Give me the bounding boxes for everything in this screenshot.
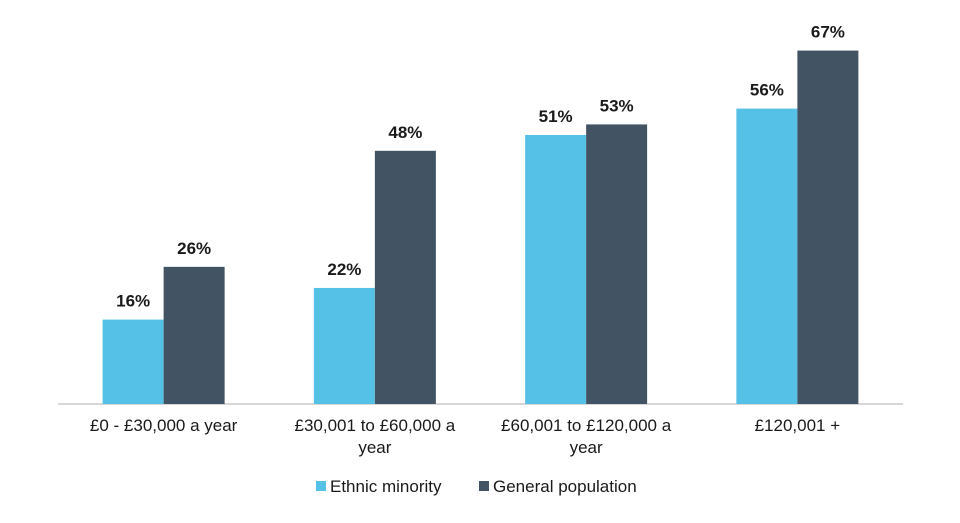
x-tick-label-line: £0 - £30,000 a year (90, 416, 238, 435)
legend: Ethnic minority General population (316, 477, 637, 496)
x-tick-label-line: year (570, 438, 603, 457)
x-tick-label-0: £0 - £30,000 a year (90, 416, 238, 435)
x-tick-label-line: £60,001 to £120,000 a (501, 416, 672, 435)
x-tick-label-1: £30,001 to £60,000 a year (295, 416, 456, 457)
legend-swatch-general-population (479, 481, 489, 491)
x-tick-label-2: £60,001 to £120,000 a year (501, 416, 672, 457)
data-label-ethnic-minority-0: 16% (116, 292, 150, 311)
data-label-general-population-0: 26% (177, 239, 211, 258)
bar-general-population-0 (163, 266, 225, 404)
bar-general-population-1 (374, 150, 436, 404)
data-label-ethnic-minority-3: 56% (750, 81, 784, 100)
data-label-general-population-2: 53% (600, 96, 634, 115)
bar-ethnic-minority-0 (102, 319, 164, 404)
x-tick-label-line: £120,001 + (755, 416, 841, 435)
bars-layer (102, 50, 859, 405)
legend-label-ethnic-minority: Ethnic minority (330, 477, 442, 496)
x-tick-labels: £0 - £30,000 a year £30,001 to £60,000 a y… (90, 416, 840, 457)
bar-ethnic-minority-3 (736, 108, 798, 404)
data-labels-layer: 16% 26% 22% 48% 51% 53% 56% 67% (116, 23, 845, 311)
x-tick-label-3: £120,001 + (755, 416, 841, 435)
data-label-ethnic-minority-1: 22% (327, 260, 361, 279)
bar-ethnic-minority-2 (525, 134, 587, 404)
x-tick-label-line: year (358, 438, 391, 457)
data-label-general-population-3: 67% (811, 23, 845, 42)
data-label-general-population-1: 48% (388, 123, 422, 142)
bar-general-population-3 (797, 50, 859, 404)
legend-swatch-ethnic-minority (316, 481, 326, 491)
bar-general-population-2 (586, 124, 648, 405)
legend-label-general-population: General population (493, 477, 637, 496)
x-tick-label-line: £30,001 to £60,000 a (295, 416, 456, 435)
data-label-ethnic-minority-2: 51% (539, 107, 573, 126)
bar-ethnic-minority-1 (313, 287, 375, 404)
